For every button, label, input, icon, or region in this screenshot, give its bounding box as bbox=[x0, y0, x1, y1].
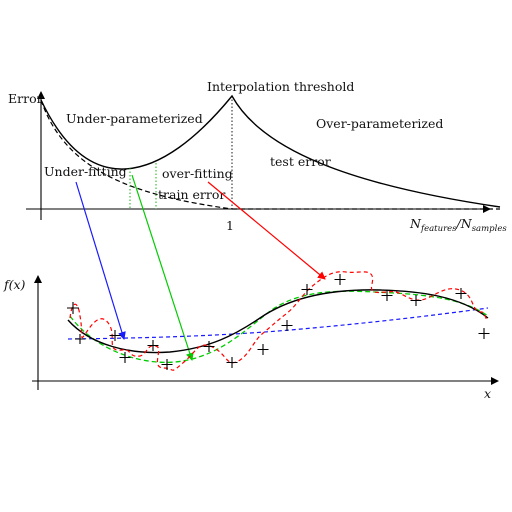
under-fitting-label: Under-fitting bbox=[44, 164, 127, 179]
interpolation-threshold-label: Interpolation threshold bbox=[207, 79, 354, 94]
sample-points bbox=[67, 274, 490, 370]
plus-marker bbox=[301, 284, 313, 295]
over-fitting-arrow bbox=[207, 181, 326, 280]
error-panel: Error Interpolation threshold Under-para… bbox=[8, 79, 507, 234]
error-axis-label: Error bbox=[8, 91, 43, 106]
plus-marker bbox=[410, 295, 422, 306]
plus-marker bbox=[281, 320, 293, 331]
plus-marker bbox=[109, 330, 121, 341]
plus-marker bbox=[334, 274, 346, 285]
train-error-label: train error bbox=[158, 187, 225, 202]
plus-marker bbox=[203, 341, 215, 352]
ratio-axis-label: Nfeatures/Nsamples bbox=[409, 216, 507, 234]
plus-marker bbox=[161, 359, 173, 370]
threshold-tick-label: 1 bbox=[226, 218, 234, 233]
over-fit-model-line bbox=[69, 271, 489, 371]
plus-marker bbox=[75, 334, 85, 344]
under-parameterized-label: Under-parameterized bbox=[66, 111, 203, 126]
good-fit-model-line bbox=[69, 290, 489, 364]
plus-marker bbox=[478, 328, 490, 339]
plus-marker bbox=[257, 344, 269, 355]
over-fitting-label: over-fitting bbox=[162, 166, 233, 181]
over-parameterized-label: Over-parameterized bbox=[316, 116, 443, 131]
plus-marker bbox=[67, 302, 79, 314]
fit-panel: f(x) x bbox=[3, 271, 499, 401]
x-axis-label: x bbox=[484, 386, 491, 401]
fx-axis-label: f(x) bbox=[3, 277, 26, 292]
plus-marker bbox=[381, 290, 393, 301]
good-fit-arrow bbox=[131, 174, 194, 361]
plus-marker bbox=[455, 288, 467, 299]
train-error-curve bbox=[40, 99, 233, 210]
test-error-label: test error bbox=[270, 154, 331, 169]
plus-marker bbox=[226, 357, 238, 368]
true-function-curve bbox=[67, 289, 489, 354]
under-fit-model-line bbox=[67, 307, 489, 340]
under-fitting-arrow bbox=[75, 181, 126, 340]
plus-marker bbox=[119, 352, 131, 363]
plus-marker bbox=[147, 340, 159, 351]
test-error-curve bbox=[40, 94, 501, 208]
